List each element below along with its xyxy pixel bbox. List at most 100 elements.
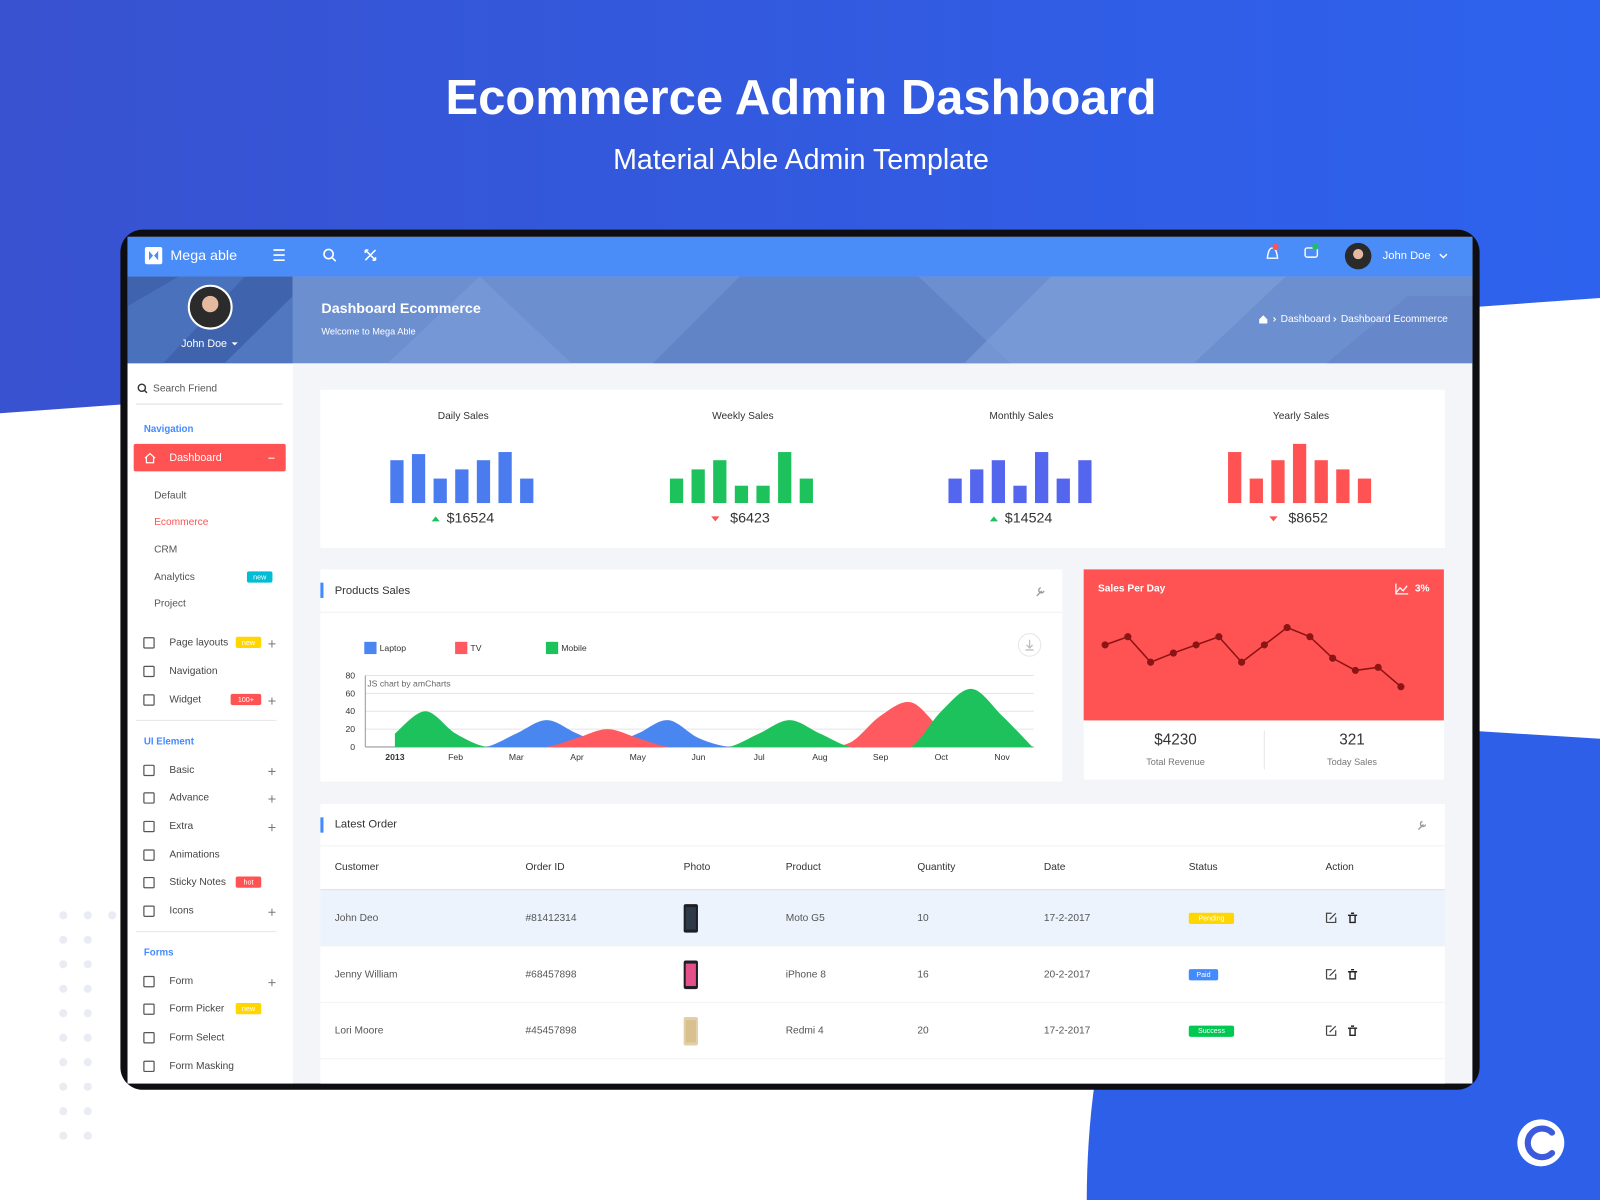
breadcrumb-home[interactable] [1259,315,1268,324]
menu-item[interactable]: Form Picker [169,1004,225,1015]
expand-icon[interactable] [268,795,276,803]
menu-badge-label: new [242,639,256,647]
menu-section-title: Forms [144,948,174,959]
product-photo-screen [685,907,696,930]
line-point [1147,658,1155,666]
decor-dot [59,1082,68,1091]
area [394,720,1033,747]
menu-item[interactable]: Sticky Notes [169,877,226,888]
bar [1292,443,1307,504]
menu-label[interactable]: Dashboard [169,452,221,464]
menu-badge-label: hot [244,879,254,887]
menu-item[interactable]: Page layouts [169,637,228,648]
notification-button[interactable] [1266,243,1279,259]
trend-arrow [431,516,440,522]
submenu-item[interactable]: Default [154,490,186,501]
search-button[interactable] [323,248,337,262]
latest-order-card [320,804,1445,1084]
menu-item[interactable]: Extra [169,821,193,832]
bar [970,469,984,504]
trend-arrow [989,516,998,522]
trend-arrow [1269,516,1278,522]
header-decor [964,276,1286,364]
menu-item[interactable]: Basic [169,765,194,776]
sidebar [127,276,293,1084]
orders-table: Customer Order ID Photo Product Quantity Date… [320,862,1445,1060]
submenu-item[interactable]: CRM [154,545,177,556]
trend-icon [1395,583,1409,595]
legend-label[interactable]: Laptop [380,643,407,653]
breadcrumb-item[interactable]: Dashboard [1281,314,1331,325]
decor-dot [59,1058,68,1067]
card-settings[interactable] [1036,587,1045,597]
submenu-item[interactable]: Ecommerce [154,517,209,528]
chart-credit: JS chart by amCharts [367,679,451,689]
bar [455,469,469,504]
edit-button[interactable] [1325,912,1337,924]
user-menu-caret[interactable] [1439,253,1448,259]
expand-icon[interactable] [268,697,276,705]
menu-badge [235,636,262,648]
product-photo-screen [685,1020,696,1043]
table-cell: iPhone 8 [786,969,827,980]
stat-label: Today Sales [1327,757,1377,767]
x-tick-label: May [630,752,647,762]
breadcrumb-item[interactable]: Dashboard Ecommerce [1341,314,1448,325]
submenu-item[interactable]: Analytics [154,572,195,583]
y-tick-label: 40 [345,706,355,716]
bar [948,478,962,504]
profile-caret[interactable] [231,342,238,346]
edit-button[interactable] [1325,969,1337,980]
status-badge [1188,969,1219,981]
column-header: Photo [684,862,711,873]
menu-item[interactable]: Form [169,976,193,987]
menu-item[interactable]: Navigation [169,666,217,677]
menu-item[interactable]: Widget [169,695,201,706]
expand-icon[interactable] [268,640,276,648]
download-button[interactable] [1017,633,1042,657]
table-cell: Lori Moore [335,1026,384,1037]
menu-item[interactable]: Form Select [169,1032,224,1043]
menu-item[interactable]: Advance [169,792,209,803]
search-input[interactable]: Search Friend [153,383,217,394]
submenu-item[interactable]: Project [154,599,186,610]
delete-button[interactable] [1347,968,1358,980]
card-settings[interactable] [1417,820,1427,831]
table-cell: Jenny William [335,969,398,980]
expand-icon[interactable] [268,908,276,916]
legend-swatch[interactable] [545,641,559,655]
legend-label[interactable]: TV [470,643,481,653]
status-label: Pending [1198,914,1224,922]
chat-button[interactable] [1304,243,1319,258]
profile-name[interactable]: John Doe [181,338,227,350]
user-name[interactable]: John Doe [1383,250,1431,262]
expand-icon[interactable] [268,979,276,987]
menu-badge [235,1003,262,1015]
menu-badge-label: new [253,574,267,582]
bar [778,452,792,504]
expand-icon[interactable] [268,767,276,775]
menu-item[interactable]: Animations [169,850,219,861]
legend-label[interactable]: Mobile [561,643,587,653]
menu-icon [143,820,155,833]
edit-button[interactable] [1325,1025,1337,1036]
table-cell: 17-2-2017 [1044,913,1091,924]
sales-card-title: Weekly Sales [712,411,774,422]
menu-item-active[interactable] [133,443,286,472]
delete-button[interactable] [1347,1025,1358,1037]
menu-item[interactable]: Form Masking [169,1061,234,1072]
delete-button[interactable] [1347,912,1358,924]
menu-toggle[interactable] [273,249,285,262]
fullscreen-button[interactable] [364,249,377,261]
expand-icon[interactable] [268,823,276,832]
bar [1249,478,1263,504]
breadcrumb-separator [1273,316,1277,322]
legend-swatch[interactable] [455,641,468,655]
bar [734,485,749,504]
card-accent [320,582,324,598]
legend-swatch[interactable] [364,641,377,655]
menu-item[interactable]: Icons [169,906,193,917]
change-label: 3% [1415,583,1430,594]
products-sales-chart: Laptop TV Mobile 0 20 40 60 80 JS chart by amCha… [345,641,1034,762]
